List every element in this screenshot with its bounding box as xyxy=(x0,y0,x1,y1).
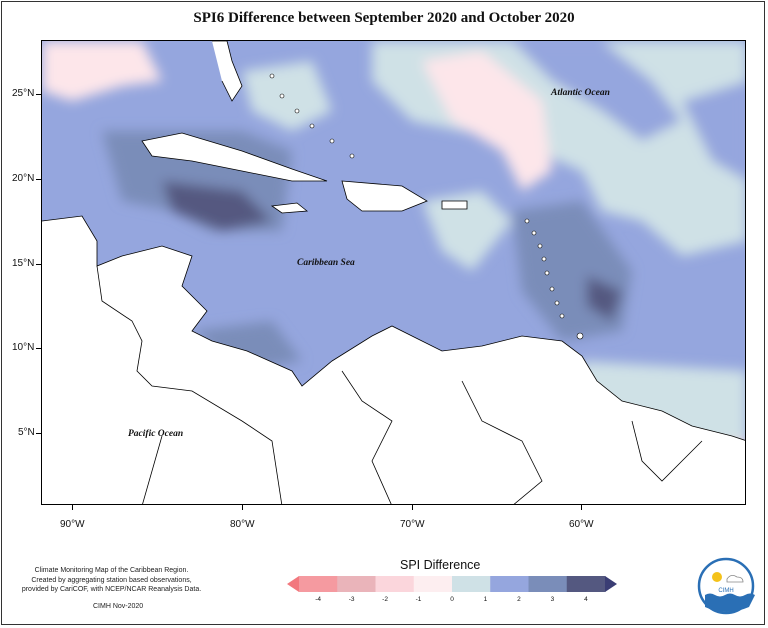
lat-tick xyxy=(36,179,41,180)
legend-title: SPI Difference xyxy=(400,558,481,572)
wave-icon xyxy=(705,593,755,612)
map-panel: Atlantic Ocean Caribbean Sea Pacific Oce… xyxy=(41,40,746,505)
legend-cell xyxy=(299,576,338,592)
cuba xyxy=(142,133,327,181)
florida-coast xyxy=(212,41,243,102)
mainland xyxy=(42,216,745,504)
hispaniola-coast xyxy=(341,180,428,212)
guiana-border xyxy=(631,420,703,482)
spi-area-east-darkest xyxy=(587,276,622,321)
mainland-coast xyxy=(42,215,745,441)
lesser-antilles xyxy=(269,73,584,340)
legend-cell xyxy=(528,576,568,592)
legend-colorbar xyxy=(287,576,617,592)
lat-tick xyxy=(36,348,41,349)
legend-arrow-high xyxy=(605,576,617,592)
spi-field xyxy=(42,41,745,504)
label-pacific-ocean: Pacific Ocean xyxy=(128,429,184,439)
spi-area-atlantic-pink xyxy=(422,51,552,191)
lat-label-5n: 5°N xyxy=(18,427,35,438)
lon-tick xyxy=(412,505,413,510)
credit-line-1: Climate Monitoring Map of the Caribbean … xyxy=(34,567,189,574)
cuba-coast xyxy=(141,132,328,182)
spi-area-central-light xyxy=(422,191,512,271)
legend-cell xyxy=(490,576,529,592)
spi-area-atlantic-blue xyxy=(512,41,682,141)
legend-arrow-low xyxy=(287,576,299,592)
legend-cell xyxy=(413,576,453,592)
lat-label-25n: 25°N xyxy=(12,88,35,99)
lon-tick xyxy=(581,505,582,510)
lon-tick xyxy=(242,505,243,510)
cloud-icon xyxy=(726,575,744,583)
legend-tick-label: -2 xyxy=(382,596,388,603)
venezuela-border xyxy=(461,380,543,504)
colombia-border xyxy=(341,370,393,504)
label-caribbean-sea: Caribbean Sea xyxy=(297,258,355,268)
legend-tick-label: 3 xyxy=(550,596,555,603)
legend-tick-label: 4 xyxy=(584,596,588,603)
credit-block: Climate Monitoring Map of the Caribbean … xyxy=(19,566,204,595)
lat-tick xyxy=(36,94,41,95)
central-america-border xyxy=(96,265,283,504)
spi-area-southwest-dark xyxy=(192,321,302,371)
puerto-rico-coast xyxy=(441,200,468,210)
credit-line-3: provided by CariCOF, with NCEP/NCAR Rean… xyxy=(21,586,202,593)
logo-text: CIMH xyxy=(718,588,733,594)
cimh-logo: CIMH xyxy=(697,557,755,615)
pacific-border xyxy=(142,435,163,504)
credit-date: CIMH Nov-2020 xyxy=(93,603,144,610)
lon-label-60w: 60°W xyxy=(569,519,594,530)
legend-cell xyxy=(375,576,415,592)
legend-cells xyxy=(287,576,617,592)
lat-label-10n: 10°N xyxy=(12,342,35,353)
lat-label-15n: 15°N xyxy=(12,258,35,269)
lon-tick xyxy=(72,505,73,510)
spi-area-bahamas-light xyxy=(242,61,332,131)
legend-cell xyxy=(566,576,606,592)
lat-label-20n: 20°N xyxy=(12,173,35,184)
florida xyxy=(212,41,242,101)
legend-tick-label: -3 xyxy=(348,596,355,603)
lat-tick xyxy=(36,264,41,265)
credit-line-2: Created by aggregating station based obs… xyxy=(31,576,192,584)
lat-tick xyxy=(36,433,41,434)
legend-cell xyxy=(452,576,491,592)
legend-tick-label: -1 xyxy=(415,596,422,603)
pacific-coast xyxy=(42,436,162,504)
land-areas xyxy=(42,41,745,504)
legend-tick-label: 2 xyxy=(517,596,521,603)
coastlines xyxy=(42,41,745,504)
sun-icon xyxy=(712,572,722,582)
jamaica xyxy=(272,203,307,213)
spi-area-gulf-pink xyxy=(42,41,162,101)
lon-label-80w: 80°W xyxy=(230,519,255,530)
legend-tick-label: 0 xyxy=(450,596,454,603)
lon-label-70w: 70°W xyxy=(400,519,425,530)
label-atlantic-ocean: Atlantic Ocean xyxy=(551,88,610,98)
lon-label-90w: 90°W xyxy=(60,519,85,530)
map-title: SPI6 Difference between September 2020 a… xyxy=(193,10,575,26)
puerto-rico xyxy=(442,201,467,209)
legend-tick-label: 1 xyxy=(483,596,488,603)
legend-cell xyxy=(337,576,376,592)
legend-tick-label: -4 xyxy=(315,596,322,603)
spi-area-core-darkest xyxy=(162,181,272,231)
spi-area-east-blue xyxy=(682,81,745,180)
jamaica-coast xyxy=(270,202,309,214)
